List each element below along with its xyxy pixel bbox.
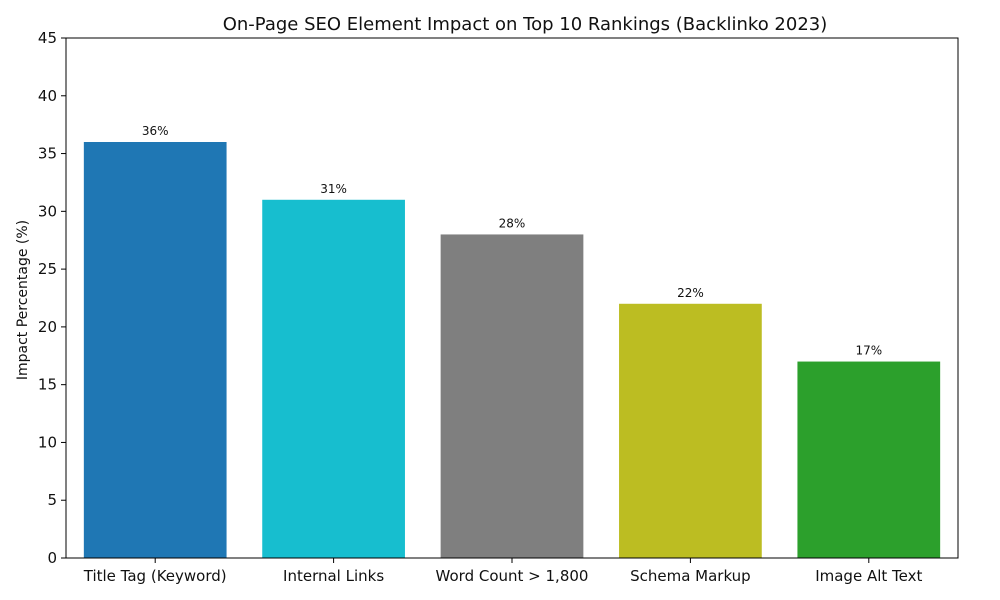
plot-area: 0 5 10 15 20 25 30 35 40 45 36% Title Tag (Keyword)… [38, 29, 941, 585]
axes-frame [65, 37, 959, 559]
bar [619, 303, 762, 558]
x-tick-label: Image Alt Text [815, 567, 922, 585]
chart-title: On-Page SEO Element Impact on Top 10 Ran… [223, 14, 828, 35]
x-tick-label: Internal Links [283, 567, 384, 585]
x-tick-label: Title Tag (Keyword) [83, 567, 227, 585]
y-tick-label: 45 [38, 29, 57, 47]
data-label: 28% [499, 216, 526, 230]
data-label: 22% [677, 286, 704, 300]
y-tick-label: 30 [38, 202, 57, 220]
data-label: 17% [855, 344, 882, 358]
y-tick-label: 25 [38, 260, 57, 278]
bar [262, 199, 405, 558]
y-tick-label: 10 [38, 433, 57, 451]
x-tick-label: Word Count > 1,800 [436, 567, 589, 585]
bar [440, 234, 584, 558]
y-axis-label: Impact Percentage (%) [15, 220, 31, 380]
y-tick-label: 20 [38, 318, 57, 336]
data-label: 36% [142, 124, 169, 138]
y-tick-label: 40 [38, 87, 57, 105]
y-tick-label: 0 [47, 549, 57, 567]
data-label: 31% [320, 182, 347, 196]
x-tick-label: Schema Markup [630, 567, 751, 585]
y-tick-label: 35 [38, 145, 57, 163]
bar [83, 142, 227, 558]
bar [797, 361, 941, 558]
y-tick-label: 5 [47, 491, 57, 509]
y-tick-label: 15 [38, 376, 57, 394]
